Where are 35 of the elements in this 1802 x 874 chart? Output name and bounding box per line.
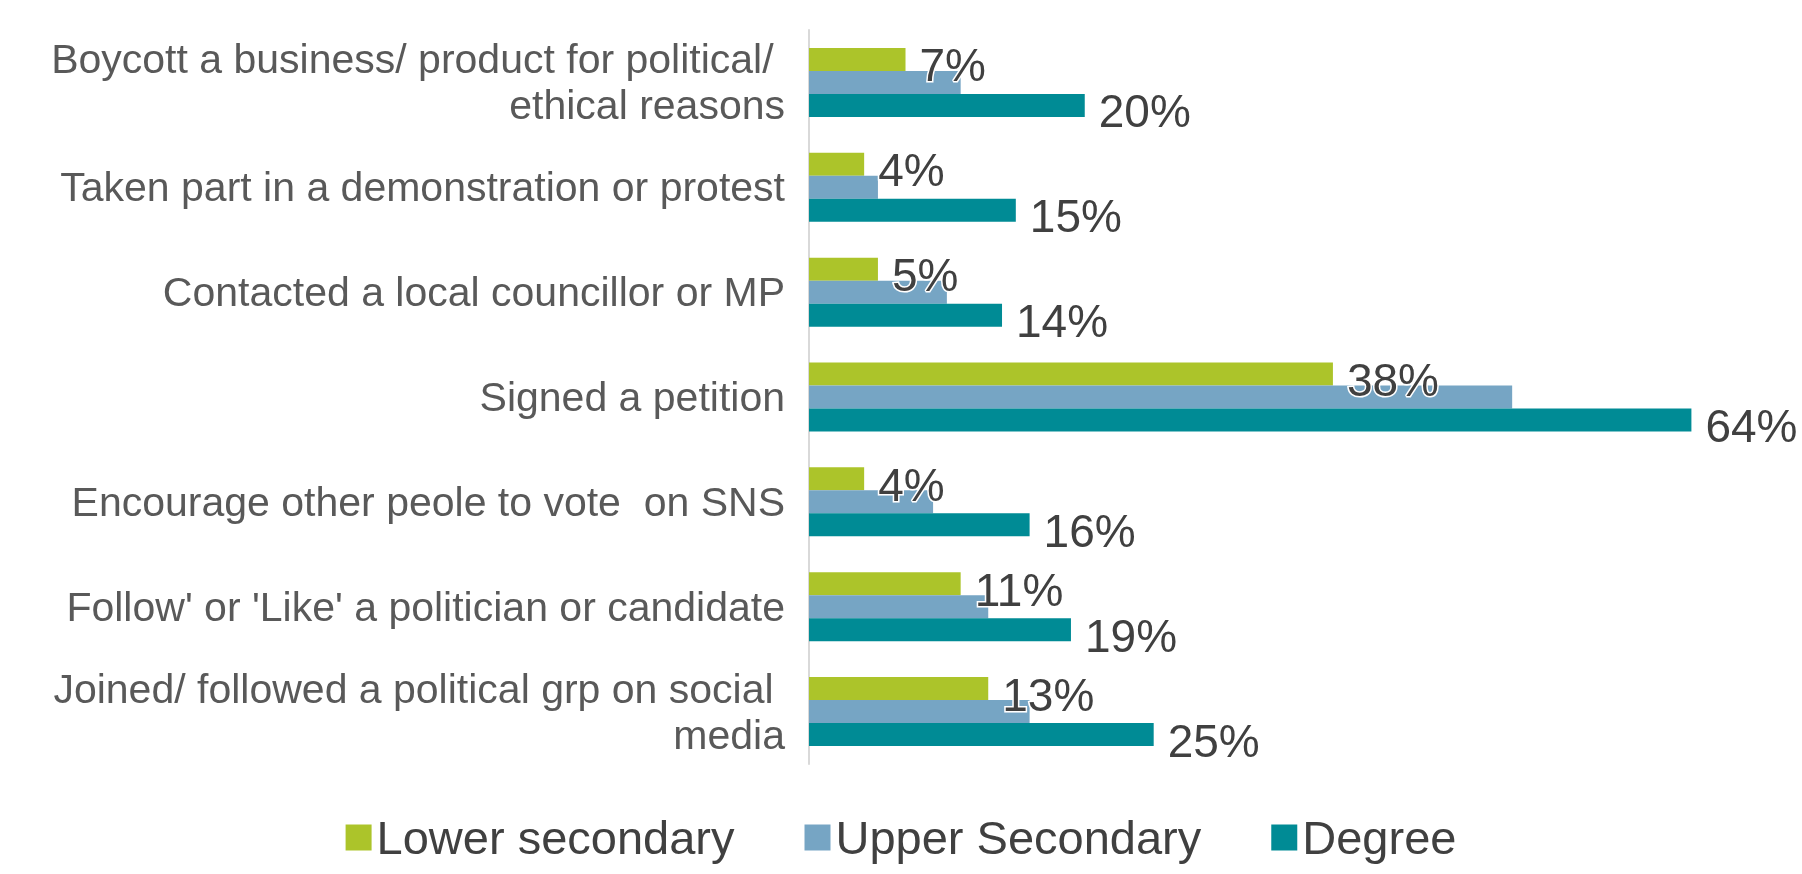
y-tick-label: Taken part in a demonstration or protest [60, 164, 786, 211]
bar [809, 198, 1016, 222]
data-label: 64% [1705, 400, 1798, 452]
y-tick-label: Follow' or 'Like' a politician or candidate [66, 583, 785, 630]
data-label: 14% [1016, 295, 1109, 348]
bar [809, 257, 878, 281]
data-label: 19% [1084, 609, 1178, 662]
bar [809, 47, 906, 71]
data-label: 11% [974, 563, 1064, 616]
bar [809, 303, 1003, 327]
bar [809, 152, 865, 176]
y-tick-label: Encourage other peole to vote on SNS [71, 478, 785, 525]
data-label: 13% [1002, 668, 1095, 721]
bar [809, 677, 989, 701]
bar [809, 467, 865, 491]
bar [809, 93, 1085, 117]
data-label: 20% [1098, 85, 1191, 138]
data-label: 16% [1043, 504, 1136, 557]
legend-label: Upper Secondary [835, 811, 1202, 864]
bar [809, 723, 1154, 747]
bar [809, 513, 1030, 537]
data-label: 15% [1029, 190, 1122, 243]
y-tick-label: Joined/ followed a political grp on social media [53, 665, 786, 758]
y-tick-label: Signed a petition [479, 374, 785, 420]
bar [809, 362, 1333, 386]
y-tick-label: Contacted a local councillor or MP [162, 269, 785, 316]
data-label: 25% [1167, 714, 1260, 767]
y-tick-label: Boycott a business/ product for political/ ethical reasons [51, 36, 785, 129]
data-label: 4% [878, 144, 945, 197]
bar [809, 175, 878, 199]
legend-label: Lower secondary [376, 811, 735, 864]
legend-label: Degree [1302, 811, 1457, 864]
bar [809, 408, 1692, 432]
bar [809, 572, 961, 596]
bar [809, 618, 1071, 642]
